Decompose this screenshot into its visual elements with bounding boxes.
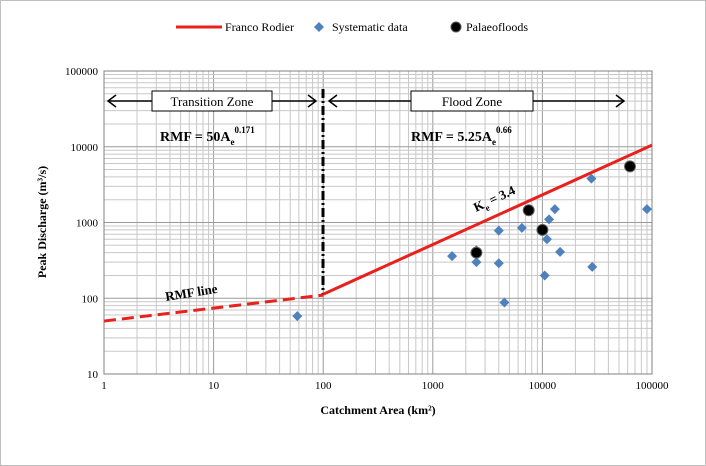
systematic-data-point: [493, 258, 504, 269]
systematic-data-point: [549, 204, 560, 215]
systematic-data-point: [586, 173, 597, 184]
series-points: [292, 160, 652, 322]
systematic-data-point: [539, 270, 550, 281]
systematic-data-point: [541, 234, 552, 245]
legend-systematic-data-diamond-icon: [314, 22, 324, 32]
rmf-line: [103, 293, 324, 323]
x-tick-label: 10: [208, 380, 220, 392]
systematic-data-point: [641, 204, 652, 215]
x-tick-label: 100: [315, 380, 332, 392]
systematic-data-point: [555, 246, 566, 257]
rmf-right-equation: RMF = 5.25Ae0.66: [411, 125, 512, 147]
plot-area-border: [103, 70, 653, 375]
x-tick-label: 1000: [422, 380, 445, 392]
systematic-data-point: [499, 297, 510, 308]
y-axis-title: Peak Discharge (m³/s): [35, 166, 49, 278]
systematic-data-point: [493, 225, 504, 236]
x-tick-label: 1: [101, 380, 107, 392]
transition-zone-label: Transition Zone: [171, 94, 254, 109]
rmf-left-equation: RMF = 50Ae0.171: [160, 125, 255, 147]
systematic-data-point: [587, 261, 598, 272]
y-tick-label: 10: [87, 369, 99, 381]
legend-systematic-data-label: Systematic data: [332, 20, 408, 34]
y-tick-label: 100000: [65, 66, 99, 78]
systematic-data-point: [447, 251, 458, 262]
legend-franco-rodier-label: Franco Rodier: [225, 20, 294, 34]
transition-zone-arrowhead-right: [307, 94, 318, 108]
transition-zone-box: [151, 90, 273, 112]
x-tick-label: 100000: [636, 380, 670, 392]
series-lines: [103, 143, 653, 323]
palaeoflood-point: [624, 160, 637, 173]
y-tick-label: 10000: [71, 142, 99, 154]
legend-palaeofloods-circle-icon: [450, 21, 462, 33]
palaeoflood-point: [536, 223, 549, 236]
zone-annotations: Transition Zone Flood Zone: [106, 89, 626, 295]
flood-zone-label: Flood Zone: [442, 94, 503, 109]
systematic-data-point: [292, 311, 303, 322]
flood-zone-arrowhead-right: [615, 94, 626, 108]
x-tick-label: 10000: [529, 380, 557, 392]
y-tick-label: 100: [82, 293, 99, 305]
tick-labels: 1 10 100 1000 10000 1000001010010001000010000…: [65, 66, 669, 392]
palaeoflood-point: [470, 246, 483, 259]
gridlines: [104, 71, 652, 374]
transition-zone-arrowhead-left: [106, 94, 117, 108]
flood-zone-arrowhead-left: [327, 94, 338, 108]
franco-rodier-line: [322, 143, 653, 296]
x-axis-title: Catchment Area (km²): [320, 403, 435, 417]
flood-zone-box: [410, 90, 534, 112]
systematic-data-point: [516, 222, 527, 233]
palaeoflood-point: [522, 204, 535, 217]
y-tick-label: 1000: [76, 218, 99, 230]
systematic-data-point: [471, 257, 482, 268]
legend-palaeofloods-label: Palaeofloods: [466, 20, 528, 34]
legend: Franco Rodier Systematic data Palaeofloo…: [176, 20, 528, 34]
systematic-data-point: [544, 214, 555, 225]
